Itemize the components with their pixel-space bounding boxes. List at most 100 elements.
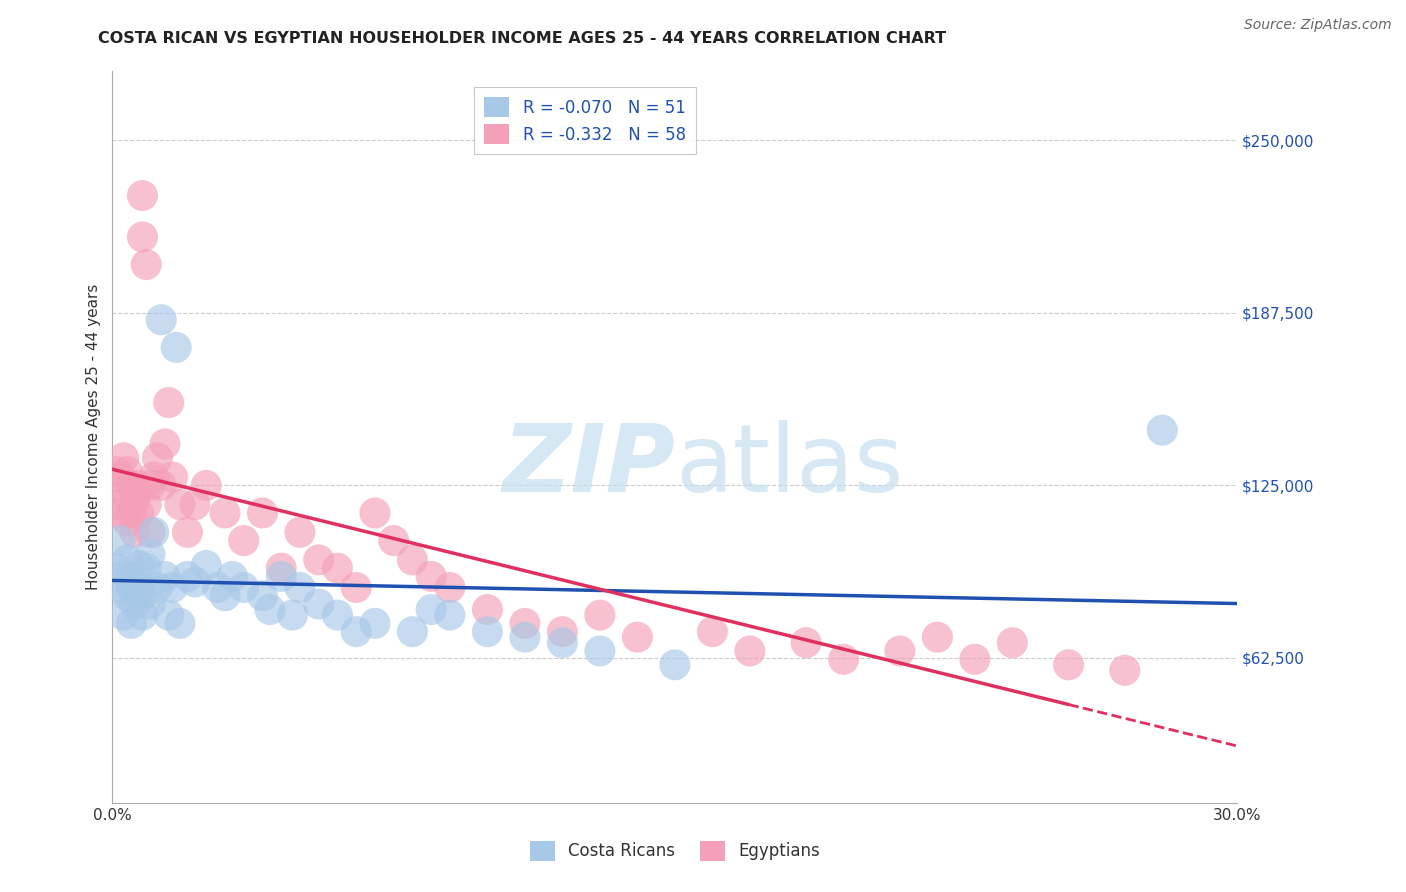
Point [252, 589, 274, 603]
Point [195, 478, 218, 492]
Point [120, 506, 142, 520]
Point [131, 230, 153, 244]
Point [401, 624, 423, 639]
Point [169, 498, 191, 512]
Point [112, 486, 135, 500]
Point [963, 652, 986, 666]
Text: Source: ZipAtlas.com: Source: ZipAtlas.com [1244, 18, 1392, 32]
Point [139, 548, 162, 562]
Point [401, 553, 423, 567]
Point [1114, 663, 1136, 677]
Point [477, 602, 499, 616]
Point [131, 188, 153, 202]
Point [165, 340, 187, 354]
Point [128, 581, 150, 595]
Point [142, 525, 165, 540]
Point [117, 553, 139, 567]
Point [112, 569, 135, 583]
Point [382, 533, 405, 548]
Point [128, 506, 150, 520]
Point [1057, 657, 1080, 672]
Point [112, 450, 135, 465]
Point [153, 569, 176, 583]
Point [589, 608, 612, 623]
Point [128, 478, 150, 492]
Point [439, 608, 461, 623]
Point [664, 657, 686, 672]
Point [738, 644, 761, 658]
Text: COSTA RICAN VS EGYPTIAN HOUSEHOLDER INCOME AGES 25 - 44 YEARS CORRELATION CHART: COSTA RICAN VS EGYPTIAN HOUSEHOLDER INCO… [98, 31, 946, 46]
Text: atlas: atlas [675, 420, 903, 512]
Point [308, 553, 330, 567]
Point [108, 470, 131, 484]
Point [1152, 423, 1174, 437]
Point [105, 561, 128, 575]
Point [364, 616, 387, 631]
Point [120, 478, 142, 492]
Point [142, 470, 165, 484]
Point [551, 636, 574, 650]
Point [270, 569, 292, 583]
Point [124, 569, 146, 583]
Point [232, 533, 254, 548]
Point [513, 630, 536, 644]
Point [270, 561, 292, 575]
Point [105, 506, 128, 520]
Point [157, 608, 180, 623]
Point [214, 506, 236, 520]
Point [112, 608, 135, 623]
Point [344, 624, 367, 639]
Point [146, 450, 169, 465]
Point [288, 581, 311, 595]
Point [626, 630, 648, 644]
Point [326, 561, 349, 575]
Legend: Costa Ricans, Egyptians: Costa Ricans, Egyptians [523, 834, 827, 868]
Point [927, 630, 949, 644]
Point [108, 581, 131, 595]
Point [131, 608, 153, 623]
Point [124, 525, 146, 540]
Point [120, 616, 142, 631]
Point [105, 465, 128, 479]
Point [702, 624, 724, 639]
Point [195, 558, 218, 573]
Point [439, 581, 461, 595]
Point [150, 312, 173, 326]
Point [117, 465, 139, 479]
Point [135, 561, 157, 575]
Point [108, 498, 131, 512]
Point [364, 506, 387, 520]
Point [232, 581, 254, 595]
Point [176, 525, 198, 540]
Point [120, 581, 142, 595]
Point [832, 652, 855, 666]
Point [184, 498, 207, 512]
Point [146, 581, 169, 595]
Y-axis label: Householder Income Ages 25 - 44 years: Householder Income Ages 25 - 44 years [86, 284, 101, 591]
Point [139, 597, 162, 611]
Point [117, 589, 139, 603]
Point [889, 644, 911, 658]
Point [176, 569, 198, 583]
Point [162, 581, 184, 595]
Point [153, 437, 176, 451]
Point [117, 514, 139, 528]
Point [214, 589, 236, 603]
Point [128, 558, 150, 573]
Point [326, 608, 349, 623]
Point [308, 597, 330, 611]
Point [252, 506, 274, 520]
Point [108, 533, 131, 548]
Point [135, 498, 157, 512]
Point [288, 525, 311, 540]
Point [207, 581, 229, 595]
Point [221, 569, 243, 583]
Point [150, 478, 173, 492]
Text: ZIP: ZIP [502, 420, 675, 512]
Point [794, 636, 817, 650]
Point [551, 624, 574, 639]
Point [259, 602, 281, 616]
Point [139, 525, 162, 540]
Point [124, 597, 146, 611]
Point [1001, 636, 1024, 650]
